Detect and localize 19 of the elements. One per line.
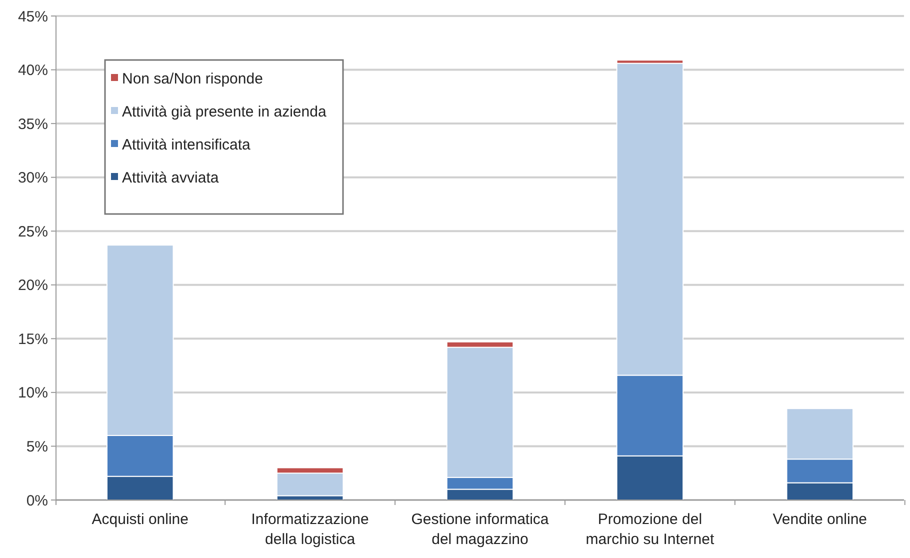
legend-label: Non sa/Non risponde (122, 70, 263, 88)
y-tick-label: 10% (18, 384, 48, 402)
y-tick-label: 30% (18, 170, 48, 187)
y-tick-label: 40% (18, 62, 48, 80)
x-tick-label: Acquisti online (92, 511, 188, 528)
x-tick-label: Gestione informatica del magazzino (411, 511, 550, 548)
legend-label: Attività intensificata (122, 136, 252, 154)
x-tick-label: Promozione del marchio su Internet (586, 511, 715, 548)
y-tick-label: 35% (18, 116, 48, 133)
y-tick-label: 5% (26, 438, 48, 456)
legend-label: Attività avviata (122, 169, 220, 186)
y-tick-label: 0% (26, 492, 48, 510)
legend-label: Attività già presente in azienda (122, 103, 327, 120)
x-tick-label: Vendite online (772, 511, 868, 528)
y-tick-label: 15% (18, 330, 48, 348)
y-tick-label: 20% (18, 277, 48, 294)
y-tick-label: 45% (18, 8, 48, 26)
y-tick-label: 25% (18, 223, 48, 240)
x-tick-label: Informatizzazione della logistica (251, 511, 369, 548)
